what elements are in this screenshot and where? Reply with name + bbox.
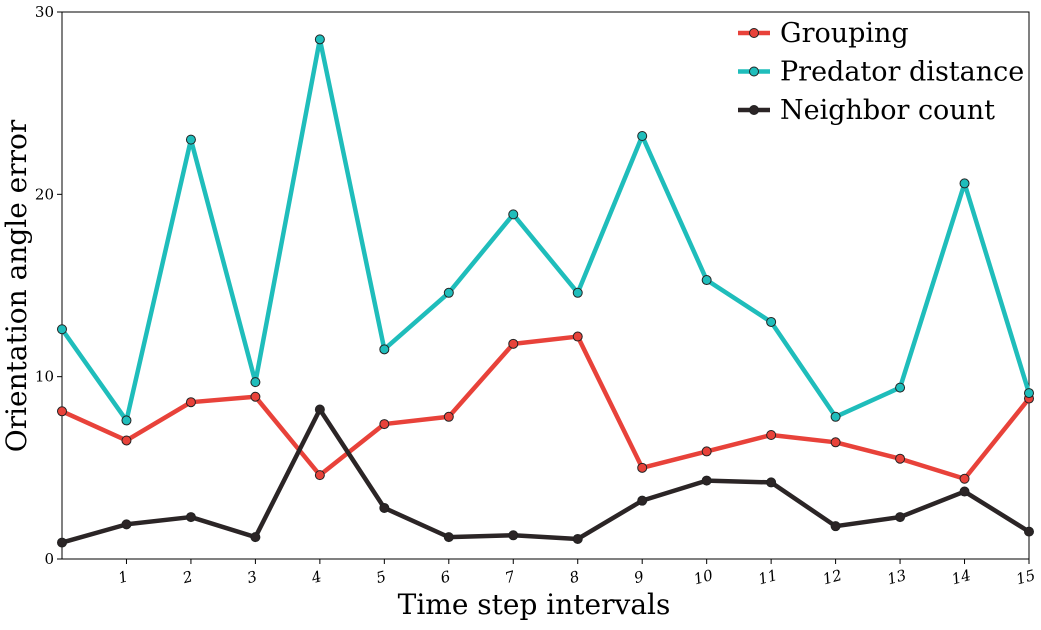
- x-tick-label: 10: [692, 566, 716, 588]
- data-point: [379, 419, 390, 430]
- data-point: [637, 495, 648, 506]
- data-point: [57, 324, 67, 335]
- data-point: [701, 446, 712, 457]
- data-point: [701, 275, 712, 286]
- x-tick-label: 6: [439, 567, 453, 587]
- legend-swatch-marker: [749, 66, 759, 77]
- series-neighbor-count: [57, 404, 1034, 548]
- x-tick-label: 5: [374, 567, 388, 587]
- x-tick-label: 4: [309, 567, 324, 587]
- legend-label: Predator distance: [780, 57, 1024, 88]
- data-point: [959, 178, 970, 189]
- data-point: [121, 415, 132, 426]
- data-point: [185, 397, 196, 408]
- data-point: [250, 391, 261, 402]
- x-axis-label: Time step intervals: [398, 588, 671, 621]
- data-point: [508, 530, 519, 541]
- x-tick-label: 7: [503, 567, 517, 587]
- legend-swatch-marker: [749, 105, 759, 115]
- data-point: [314, 34, 325, 45]
- data-point: [57, 537, 67, 548]
- plot-frame: [61, 11, 1030, 560]
- legend-item: Predator distance: [738, 57, 1024, 88]
- series-predator-distance: [57, 34, 1034, 426]
- y-axis-ticks: 0 10 20 30: [35, 3, 62, 568]
- chart-series: [57, 34, 1034, 548]
- data-point: [830, 521, 841, 532]
- x-tick-label: 15: [1014, 566, 1037, 588]
- x-tick-label: 2: [180, 567, 195, 587]
- data-point: [443, 287, 454, 298]
- data-point: [443, 532, 454, 543]
- data-point: [572, 331, 583, 342]
- x-tick-label: 3: [245, 567, 259, 587]
- data-point: [830, 437, 841, 448]
- series-line: [59, 334, 1032, 482]
- legend-item: Grouping: [738, 18, 909, 49]
- data-point: [379, 344, 390, 355]
- x-tick-label: 1: [116, 567, 130, 587]
- data-point: [1024, 526, 1034, 537]
- x-axis-ticks: 1 2 3 4 5 6 7 8 9 10 11 12 13 14 15: [116, 559, 1037, 588]
- data-point: [379, 502, 390, 513]
- legend-label: Grouping: [780, 18, 909, 49]
- data-point: [185, 512, 196, 523]
- x-tick-label: 12: [821, 566, 844, 588]
- x-tick-label: 9: [632, 567, 646, 587]
- y-tick-label: 0: [44, 550, 54, 568]
- y-tick-label: 30: [35, 3, 54, 21]
- data-point: [250, 377, 261, 388]
- data-point: [572, 533, 583, 544]
- data-point: [766, 316, 777, 327]
- y-tick-label: 20: [35, 185, 54, 203]
- x-tick-label: 11: [756, 566, 779, 588]
- data-point: [637, 130, 648, 141]
- y-tick-label: 10: [35, 368, 54, 386]
- data-point: [508, 209, 519, 220]
- data-point: [314, 404, 325, 415]
- data-point: [250, 532, 261, 543]
- chart-legend: Grouping Predator distance Neighbor count: [738, 18, 1024, 126]
- y-axis-label: Orientation angle error: [0, 119, 33, 452]
- data-point: [895, 382, 906, 393]
- data-point: [701, 475, 712, 486]
- data-point: [766, 430, 777, 441]
- chart-axes: [61, 11, 1030, 560]
- x-tick-label: 13: [885, 566, 908, 588]
- series-grouping: [57, 331, 1034, 484]
- x-tick-label: 14: [950, 566, 973, 588]
- data-point: [895, 512, 906, 523]
- data-point: [959, 486, 970, 497]
- series-line: [59, 407, 1032, 545]
- data-point: [121, 519, 132, 530]
- data-point: [895, 453, 906, 464]
- x-tick-label: 8: [567, 567, 581, 587]
- data-point: [443, 411, 454, 422]
- data-point: [314, 470, 325, 481]
- data-point: [766, 477, 777, 488]
- data-point: [121, 435, 132, 446]
- data-point: [1024, 388, 1034, 399]
- data-point: [57, 406, 67, 417]
- data-point: [185, 134, 196, 145]
- data-point: [508, 338, 519, 349]
- data-point: [572, 287, 583, 298]
- data-point: [959, 473, 970, 484]
- legend-swatch-marker: [749, 28, 759, 38]
- legend-item: Neighbor count: [738, 95, 995, 126]
- legend-label: Neighbor count: [780, 95, 995, 126]
- data-point: [830, 411, 841, 422]
- series-line: [59, 37, 1032, 423]
- data-point: [637, 462, 648, 473]
